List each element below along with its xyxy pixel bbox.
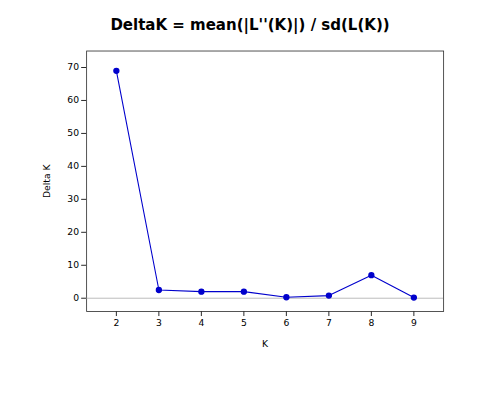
svg-text:Delta K: Delta K — [41, 163, 52, 198]
svg-text:8: 8 — [368, 317, 374, 328]
svg-text:50: 50 — [67, 127, 79, 138]
svg-text:3: 3 — [156, 317, 162, 328]
svg-text:20: 20 — [67, 226, 79, 237]
svg-text:30: 30 — [67, 193, 79, 204]
svg-text:9: 9 — [411, 317, 417, 328]
svg-text:0: 0 — [73, 292, 79, 303]
svg-text:60: 60 — [67, 94, 79, 105]
svg-text:40: 40 — [67, 160, 79, 171]
svg-text:4: 4 — [198, 317, 204, 328]
html-text:DeltaK = mean(|L''(K)|) / sd(L: DeltaK = mean(|L''(K)|) / sd(L(K)) — [110, 16, 390, 34]
svg-text:10: 10 — [67, 259, 79, 270]
svg-text:7: 7 — [326, 317, 332, 328]
svg-text:5: 5 — [241, 317, 247, 328]
svg-text:2: 2 — [113, 317, 119, 328]
svg-text:6: 6 — [283, 317, 289, 328]
svg-text:K: K — [262, 338, 269, 349]
svg-text:70: 70 — [67, 61, 79, 72]
